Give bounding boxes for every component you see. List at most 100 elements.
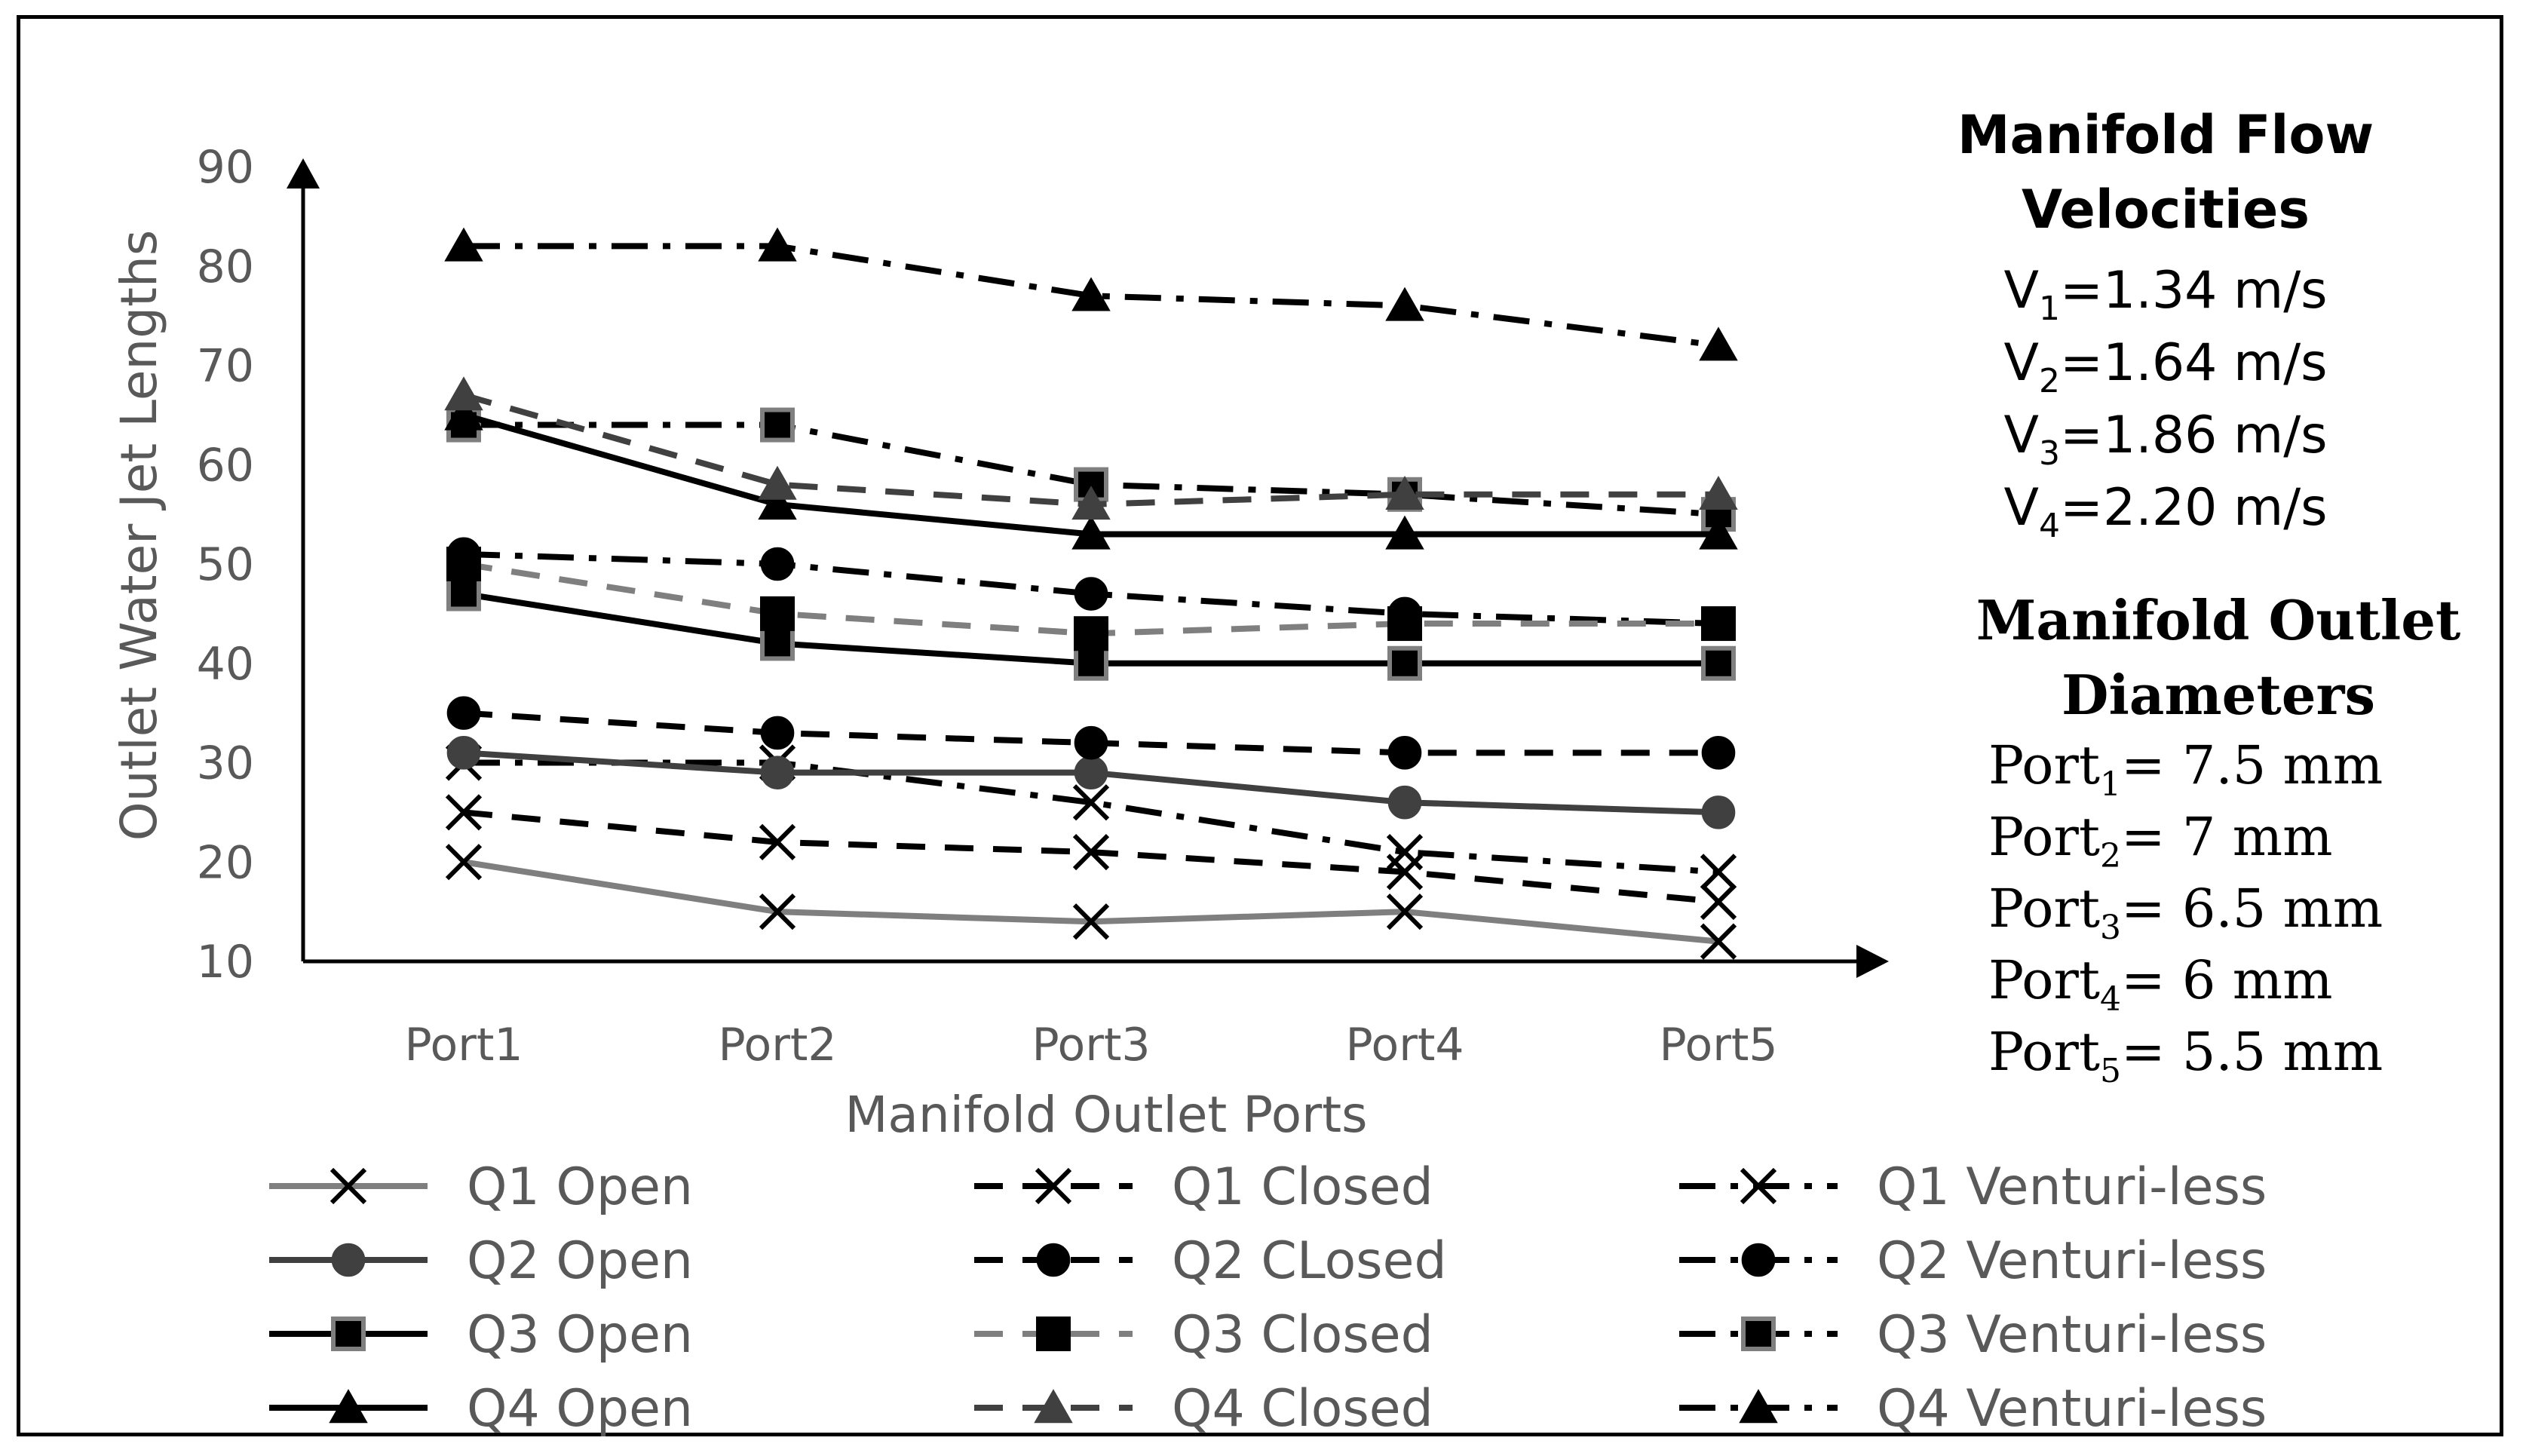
x-marker <box>1072 833 1110 871</box>
panel-line: V4=2.20 m/s <box>2003 478 2327 545</box>
circle-marker <box>1701 795 1736 829</box>
x-marker <box>1700 883 1737 921</box>
circle-marker <box>1387 785 1422 820</box>
square-marker <box>446 547 481 581</box>
x-marker <box>1386 833 1424 871</box>
y-tick-label: 60 <box>197 439 254 492</box>
x-marker <box>445 844 483 881</box>
triangle-marker <box>1071 515 1111 550</box>
circle-marker <box>1387 736 1422 770</box>
y-axis-title: Outlet Water Jet Lengths <box>110 230 168 841</box>
triangle-marker <box>1385 287 1424 321</box>
x-marker <box>1072 784 1110 821</box>
triangle-marker <box>1071 486 1111 520</box>
legend-label: Q3 Open <box>467 1305 693 1365</box>
series-q4-closed <box>444 376 1738 520</box>
legend-label: Q4 Closed <box>1172 1379 1433 1439</box>
y-tick-label: 50 <box>197 538 254 591</box>
legend: Q1 Open Q1 Closed Q1 Venturi-less Q2 Open Q2… <box>269 1157 2267 1439</box>
triangle-marker <box>329 1389 368 1424</box>
legend-entry: Q2 CLosed <box>974 1231 1447 1291</box>
square-marker <box>331 1317 366 1351</box>
velocity-list: V1=1.34 m/sV2=1.64 m/sV3=1.86 m/sV4=2.20… <box>2003 261 2327 545</box>
x-marker <box>1700 923 1737 960</box>
circle-marker <box>760 756 795 789</box>
square-marker <box>446 576 481 612</box>
series-line <box>463 809 1719 905</box>
legend-label: Q2 CLosed <box>1172 1231 1447 1291</box>
triangle-marker <box>444 396 483 431</box>
legend-entry: Q1 Closed <box>974 1157 1433 1217</box>
diameter-heading-line-2: Diameters <box>2062 663 2375 727</box>
triangle-marker <box>758 227 797 262</box>
y-tick-label: 20 <box>197 836 254 889</box>
legend-entry: Q3 Venturi-less <box>1679 1305 2267 1365</box>
velocity-heading-line-1: Manifold Flow <box>1957 104 2374 166</box>
triangle-marker <box>758 486 797 520</box>
legend-label: Q3 Closed <box>1172 1305 1433 1365</box>
x-tick-label: Port2 <box>718 1019 836 1071</box>
legend-entry: Q3 Closed <box>974 1305 1433 1365</box>
y-tick-label: 10 <box>197 936 254 989</box>
legend-entry: Q1 Open <box>269 1157 693 1217</box>
square-marker <box>1741 1317 1776 1351</box>
square-marker <box>760 596 795 631</box>
series-line <box>464 759 1719 875</box>
panel-line: Port2= 7 mm <box>1988 806 2332 875</box>
panel-line: Port1= 7.5 mm <box>1988 734 2383 804</box>
x-tick-label: Port5 <box>1659 1019 1777 1071</box>
triangle-marker <box>444 376 483 411</box>
x-marker <box>1035 1167 1072 1205</box>
y-tick-label: 80 <box>197 241 254 293</box>
square-marker <box>1701 645 1736 681</box>
panel-line: Port4= 6 mm <box>1988 949 2332 1019</box>
panel-line: Port3= 6.5 mm <box>1988 878 2383 947</box>
triangle-marker <box>1699 475 1738 510</box>
legend-entry: Q4 Closed <box>974 1379 1433 1439</box>
x-marker <box>330 1167 367 1205</box>
square-marker <box>1036 1317 1071 1351</box>
square-marker <box>1701 606 1736 642</box>
circle-marker <box>1741 1243 1776 1277</box>
circle-marker <box>446 696 481 730</box>
circle-marker <box>1074 756 1108 789</box>
triangle-marker <box>1034 1389 1073 1424</box>
circle-marker <box>446 736 481 770</box>
square-marker <box>1074 645 1108 681</box>
y-tick-labels: 10 20 30 40 50 60 70 80 90 <box>197 141 254 989</box>
legend-label: Q2 Venturi-less <box>1877 1231 2267 1291</box>
x-tick-label: Port4 <box>1345 1019 1464 1071</box>
series-q4-venturi-less <box>444 227 1738 361</box>
series-line <box>464 243 1719 349</box>
square-marker <box>760 407 795 443</box>
chart-frame: 10 20 30 40 50 60 70 80 90 Port1 Port2 Port3 Port4 P… <box>17 15 2503 1439</box>
legend-entry: Q4 Venturi-less <box>1679 1379 2267 1439</box>
velocity-heading-line-2: Velocities <box>2022 179 2310 241</box>
diameter-heading-line-1: Manifold Outlet <box>1976 588 2461 652</box>
x-marker <box>759 823 796 861</box>
circle-marker <box>1701 736 1736 770</box>
series-q3-open <box>446 576 1736 681</box>
y-tick-label: 40 <box>197 638 254 691</box>
x-marker <box>1386 894 1424 930</box>
x-marker <box>445 794 483 831</box>
legend-label: Q1 Closed <box>1172 1157 1433 1217</box>
circle-marker <box>1036 1243 1071 1277</box>
legend-entry: Q2 Open <box>269 1231 693 1291</box>
series-q4-open <box>444 396 1738 550</box>
triangle-marker <box>1385 515 1424 550</box>
y-tick-label: 70 <box>197 340 254 393</box>
series-line <box>463 859 1719 945</box>
series-q3-closed <box>446 547 1736 651</box>
x-axis-title: Manifold Outlet Ports <box>845 1086 1367 1144</box>
legend-entry: Q1 Venturi-less <box>1679 1157 2267 1217</box>
legend-label: Q4 Venturi-less <box>1877 1379 2267 1439</box>
series-q1-closed <box>445 794 1737 921</box>
square-marker <box>1387 606 1422 642</box>
x-tick-label: Port1 <box>404 1019 523 1071</box>
x-tick-label: Port3 <box>1032 1019 1150 1071</box>
y-tick-label: 30 <box>197 737 254 790</box>
legend-label: Q1 Open <box>467 1157 693 1217</box>
